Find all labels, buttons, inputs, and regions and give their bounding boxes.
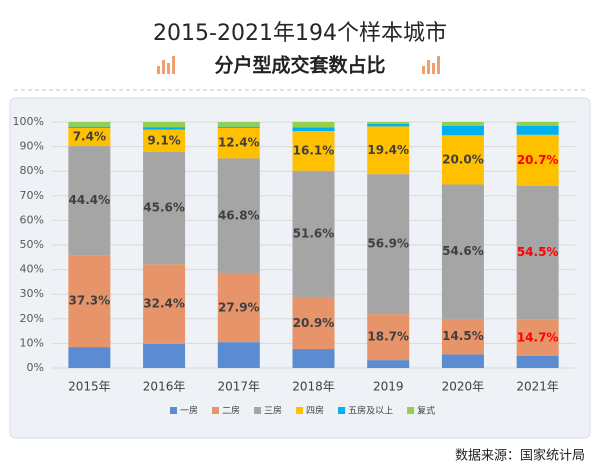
data-label: 19.4% — [367, 143, 409, 157]
bar-segment — [143, 152, 186, 265]
bar-segment — [441, 184, 484, 319]
data-label: 56.9% — [367, 237, 409, 251]
data-label: 54.5% — [517, 245, 559, 259]
bar-segment — [516, 125, 559, 135]
legend-label: 复式 — [417, 405, 435, 417]
y-tick-label: 90% — [20, 140, 44, 153]
bar-segment — [68, 255, 111, 348]
bar-segment — [516, 319, 559, 356]
legend-label: 四房 — [306, 405, 324, 417]
bar-segment — [367, 122, 410, 124]
bar-segment — [516, 134, 559, 186]
x-tick-label: 2017年 — [218, 380, 261, 394]
x-tick-label: 2021年 — [516, 380, 559, 394]
legend-label: 二房 — [222, 405, 240, 417]
bar-segment — [68, 146, 111, 256]
data-label: 16.1% — [293, 143, 335, 157]
bar-segment — [292, 297, 335, 350]
legend-swatch — [407, 407, 415, 414]
bar-segment — [68, 126, 111, 128]
bar-segment — [367, 174, 410, 315]
y-tick-label: 0% — [27, 361, 44, 374]
data-label: 9.1% — [147, 133, 180, 147]
data-label: 14.5% — [442, 329, 484, 343]
legend-swatch — [296, 407, 304, 414]
bar-segment — [516, 185, 559, 320]
x-tick-label: 2015年 — [68, 380, 111, 394]
bar-segment — [441, 318, 484, 355]
y-tick-label: 50% — [20, 238, 44, 251]
bar-segment — [516, 355, 559, 368]
x-tick-label: 2020年 — [442, 380, 485, 394]
data-label: 32.4% — [143, 297, 185, 311]
bar-segment — [68, 127, 111, 147]
chart-title: 2015-2021年194个样本城市 — [153, 21, 447, 46]
data-label: 27.9% — [218, 300, 260, 314]
bar-segment — [292, 349, 335, 368]
y-tick-label: 20% — [20, 312, 44, 325]
source: 数据来源：国家统计局 — [455, 448, 585, 464]
legend-label: 三房 — [264, 405, 282, 417]
bar-segment — [143, 122, 186, 128]
data-label: 20.0% — [442, 152, 484, 166]
bar-segment — [292, 131, 335, 171]
x-tick-label: 2018年 — [292, 380, 335, 394]
bar-segment — [367, 123, 410, 127]
bar-segment — [217, 126, 260, 128]
bar-segment — [292, 170, 335, 298]
y-tick-label: 10% — [20, 336, 44, 349]
y-tick-label: 30% — [20, 287, 44, 300]
bar-segment — [217, 342, 260, 368]
y-tick-label: 100% — [13, 115, 44, 128]
bar-segment — [441, 354, 484, 368]
data-label: 54.6% — [442, 244, 484, 258]
bar-segment — [441, 125, 484, 136]
legend-label: 一房 — [180, 405, 198, 417]
bar-segment — [441, 122, 484, 126]
bar-segment — [367, 360, 410, 368]
bar-segment — [441, 135, 484, 185]
y-tick-label: 80% — [20, 164, 44, 177]
y-tick-label: 60% — [20, 213, 44, 226]
legend-swatch — [254, 407, 262, 414]
data-label: 20.7% — [517, 153, 559, 167]
bar-segment — [292, 127, 335, 132]
x-tick-label: 2016年 — [143, 380, 186, 394]
bar-segment — [143, 127, 186, 130]
data-label: 7.4% — [73, 130, 106, 144]
bar-segment — [68, 122, 111, 127]
data-label: 14.7% — [517, 330, 559, 344]
legend-swatch — [212, 407, 220, 414]
title-icon — [157, 56, 440, 74]
bar-segment — [143, 129, 186, 153]
chart-subtitle: 分户型成交套数占比 — [214, 54, 385, 77]
bar-segment — [143, 264, 186, 344]
data-label: 37.3% — [69, 294, 111, 308]
data-label: 12.4% — [218, 136, 260, 150]
data-label: 46.8% — [218, 208, 260, 222]
bar-segment — [367, 126, 410, 175]
bar-segment — [217, 122, 260, 127]
bar-segment — [217, 127, 260, 159]
bar-segment — [143, 343, 186, 368]
x-tick-label: 2019 — [373, 380, 404, 394]
bar-segment — [68, 347, 111, 368]
bar-segment — [217, 158, 260, 274]
data-label: 51.6% — [293, 227, 335, 241]
bar-segment — [516, 122, 559, 126]
data-label: 45.6% — [143, 201, 185, 215]
legend-swatch — [170, 407, 177, 414]
legend-label: 五房及以上 — [348, 405, 393, 417]
y-tick-label: 70% — [20, 189, 44, 202]
legend-swatch — [338, 407, 346, 414]
data-label: 44.4% — [69, 193, 111, 207]
data-label: 18.7% — [367, 330, 409, 344]
y-tick-label: 40% — [20, 263, 44, 276]
bar-segment — [217, 273, 260, 343]
data-label: 20.9% — [293, 316, 335, 330]
bar-segment — [292, 122, 335, 128]
bar-segment — [367, 314, 410, 361]
